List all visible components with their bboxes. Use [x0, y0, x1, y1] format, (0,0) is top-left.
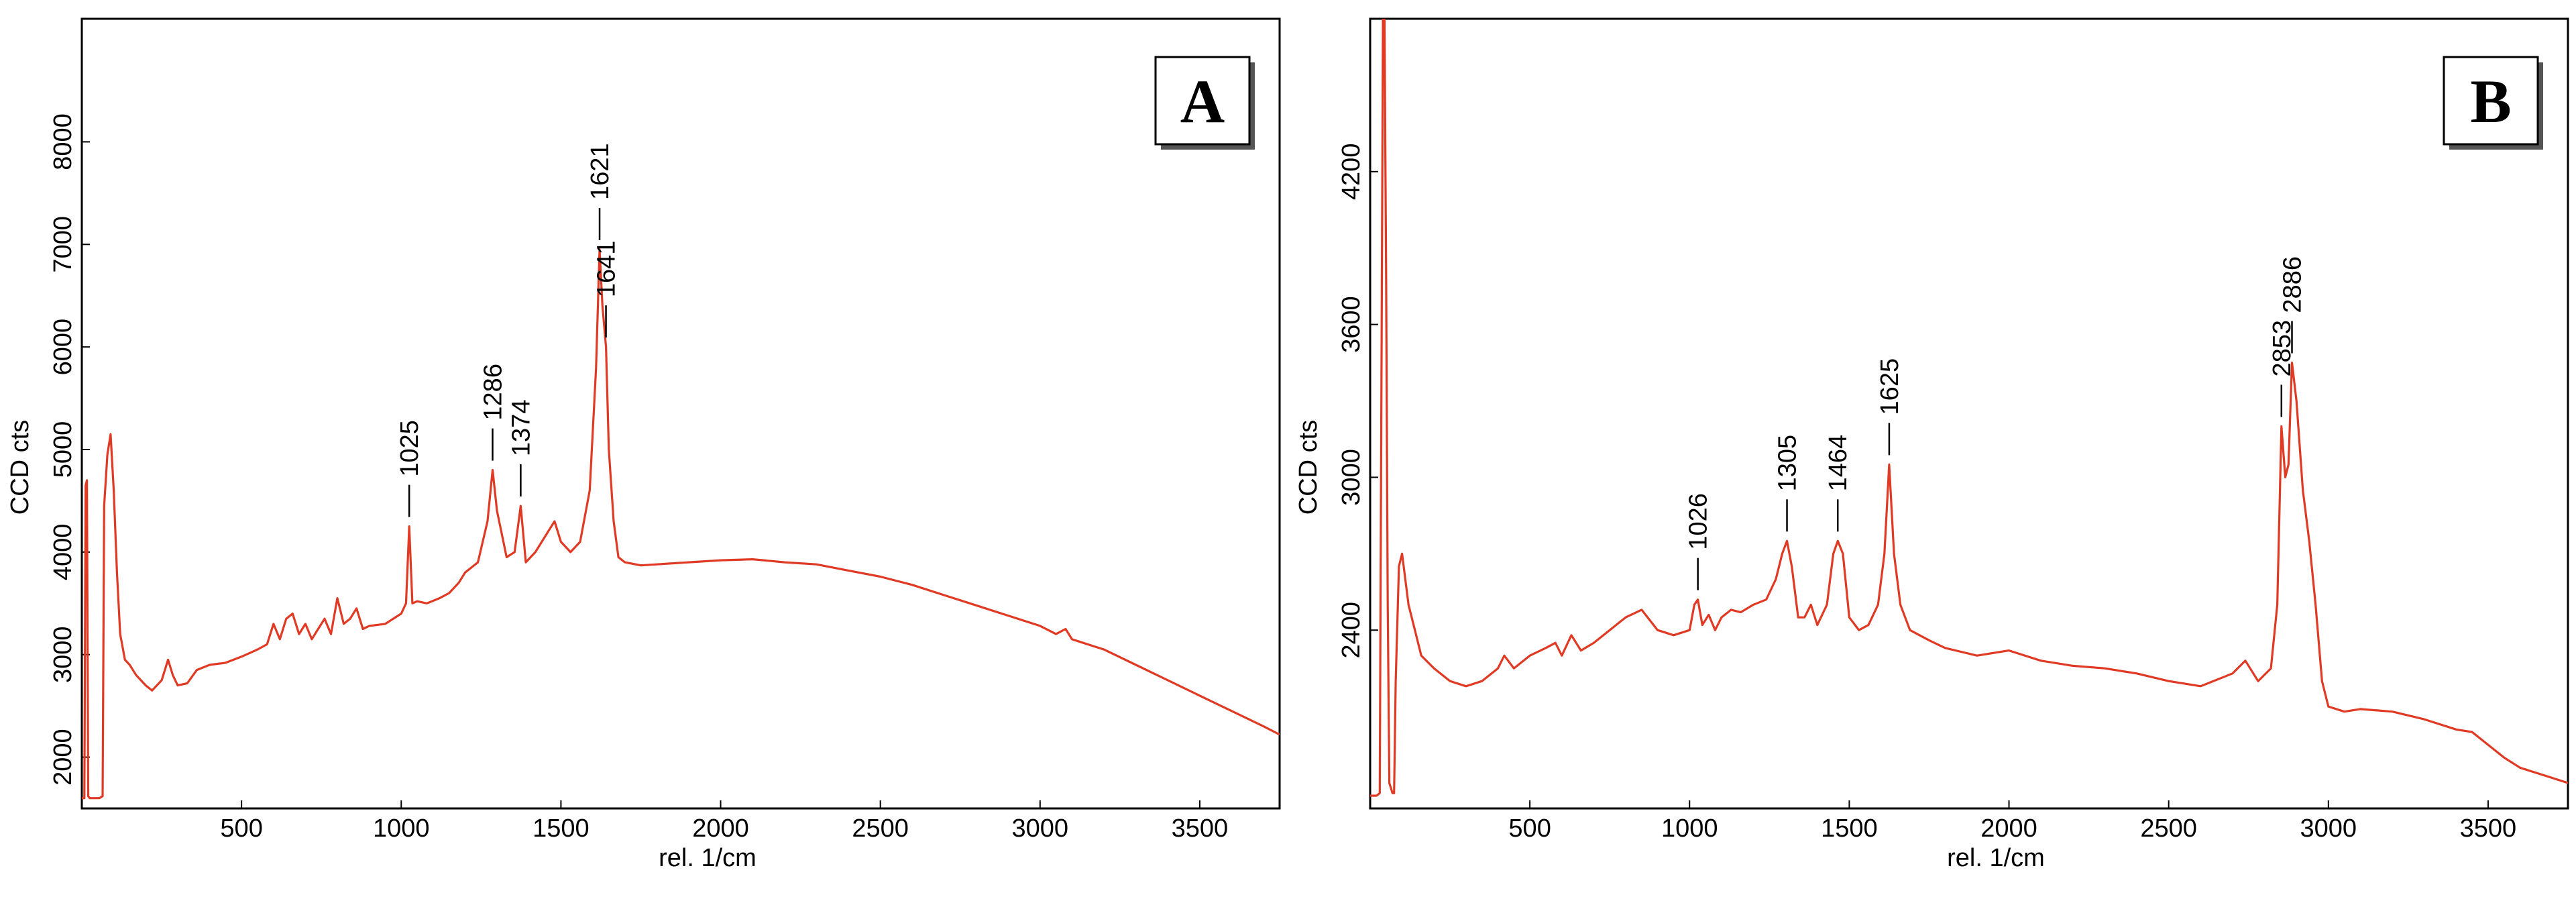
- panel-a: 500 1000 1500 2000 2500 3000 3500 2000 3000 4000 5…: [6, 17, 1281, 872]
- x-tick-label: 1500: [533, 814, 590, 843]
- y-tick-label: 3000: [49, 626, 77, 683]
- x-tick-label: 3000: [1012, 814, 1069, 843]
- y-tick-label: 6000: [49, 319, 77, 376]
- plot-frame: [80, 17, 1281, 810]
- peak-label: 1464: [1824, 435, 1852, 492]
- peak-label: 1025: [396, 420, 424, 477]
- x-axis-label: rel. 1/cm: [659, 844, 757, 872]
- spectrum-line: [1370, 19, 2568, 797]
- x-tick-label: 2000: [692, 814, 749, 843]
- peak-label: 1305: [1774, 435, 1802, 492]
- panel-b: 500 1000 1500 2000 2500 3000 3500 2400 3000 3600 4…: [1288, 0, 2576, 897]
- peak-label: 1026: [1685, 493, 1713, 550]
- raman-spectrum-chart-b: 500 1000 1500 2000 2500 3000 3500 2400 3000 3600 4…: [1294, 17, 2569, 872]
- peak-label: 1641: [593, 241, 621, 298]
- y-tick-label: 2000: [49, 729, 77, 786]
- y-tick-label: 3600: [1337, 296, 1365, 353]
- y-tick-label: 3000: [1337, 449, 1365, 506]
- y-tick-label: 2400: [1337, 602, 1365, 659]
- y-tick-label: 5000: [49, 421, 77, 478]
- panel-badge-label: B: [2470, 67, 2511, 136]
- x-tick-label: 2500: [852, 814, 909, 843]
- x-tick-label: 1000: [373, 814, 430, 843]
- peak-label: 1621: [586, 143, 614, 200]
- x-tick-label: 500: [1508, 814, 1551, 843]
- x-tick-label: 1500: [1821, 814, 1878, 843]
- peak-label: 1374: [507, 400, 535, 457]
- spectrum-line: [82, 248, 1280, 800]
- raman-spectrum-chart-a: 500 1000 1500 2000 2500 3000 3500 2000 3000 4000 5…: [6, 17, 1281, 872]
- x-tick-label: 500: [220, 814, 262, 843]
- x-tick-label: 2000: [1980, 814, 2037, 843]
- panel-badge: [1154, 56, 1251, 146]
- x-tick-label: 1000: [1661, 814, 1718, 843]
- x-tick-label: 3500: [2460, 814, 2517, 843]
- peak-label: 1625: [1876, 358, 1904, 415]
- panel-badge-label: A: [1180, 67, 1225, 136]
- y-tick-label: 4200: [1337, 144, 1365, 201]
- panel-badge: [2443, 56, 2539, 146]
- peak-label: 2886: [2279, 256, 2307, 313]
- x-axis-label: rel. 1/cm: [1947, 844, 2045, 872]
- y-tick-label: 4000: [49, 524, 77, 581]
- peak-label: 1286: [479, 364, 507, 421]
- x-tick-label: 3000: [2300, 814, 2357, 843]
- x-tick-label: 3500: [1172, 814, 1229, 843]
- y-axis-label: CCD cts: [6, 420, 34, 515]
- x-tick-label: 2500: [2140, 814, 2197, 843]
- y-axis-label: CCD cts: [1294, 420, 1323, 515]
- y-tick-label: 8000: [49, 113, 77, 170]
- plot-frame: [1369, 17, 2569, 810]
- y-tick-label: 7000: [49, 216, 77, 273]
